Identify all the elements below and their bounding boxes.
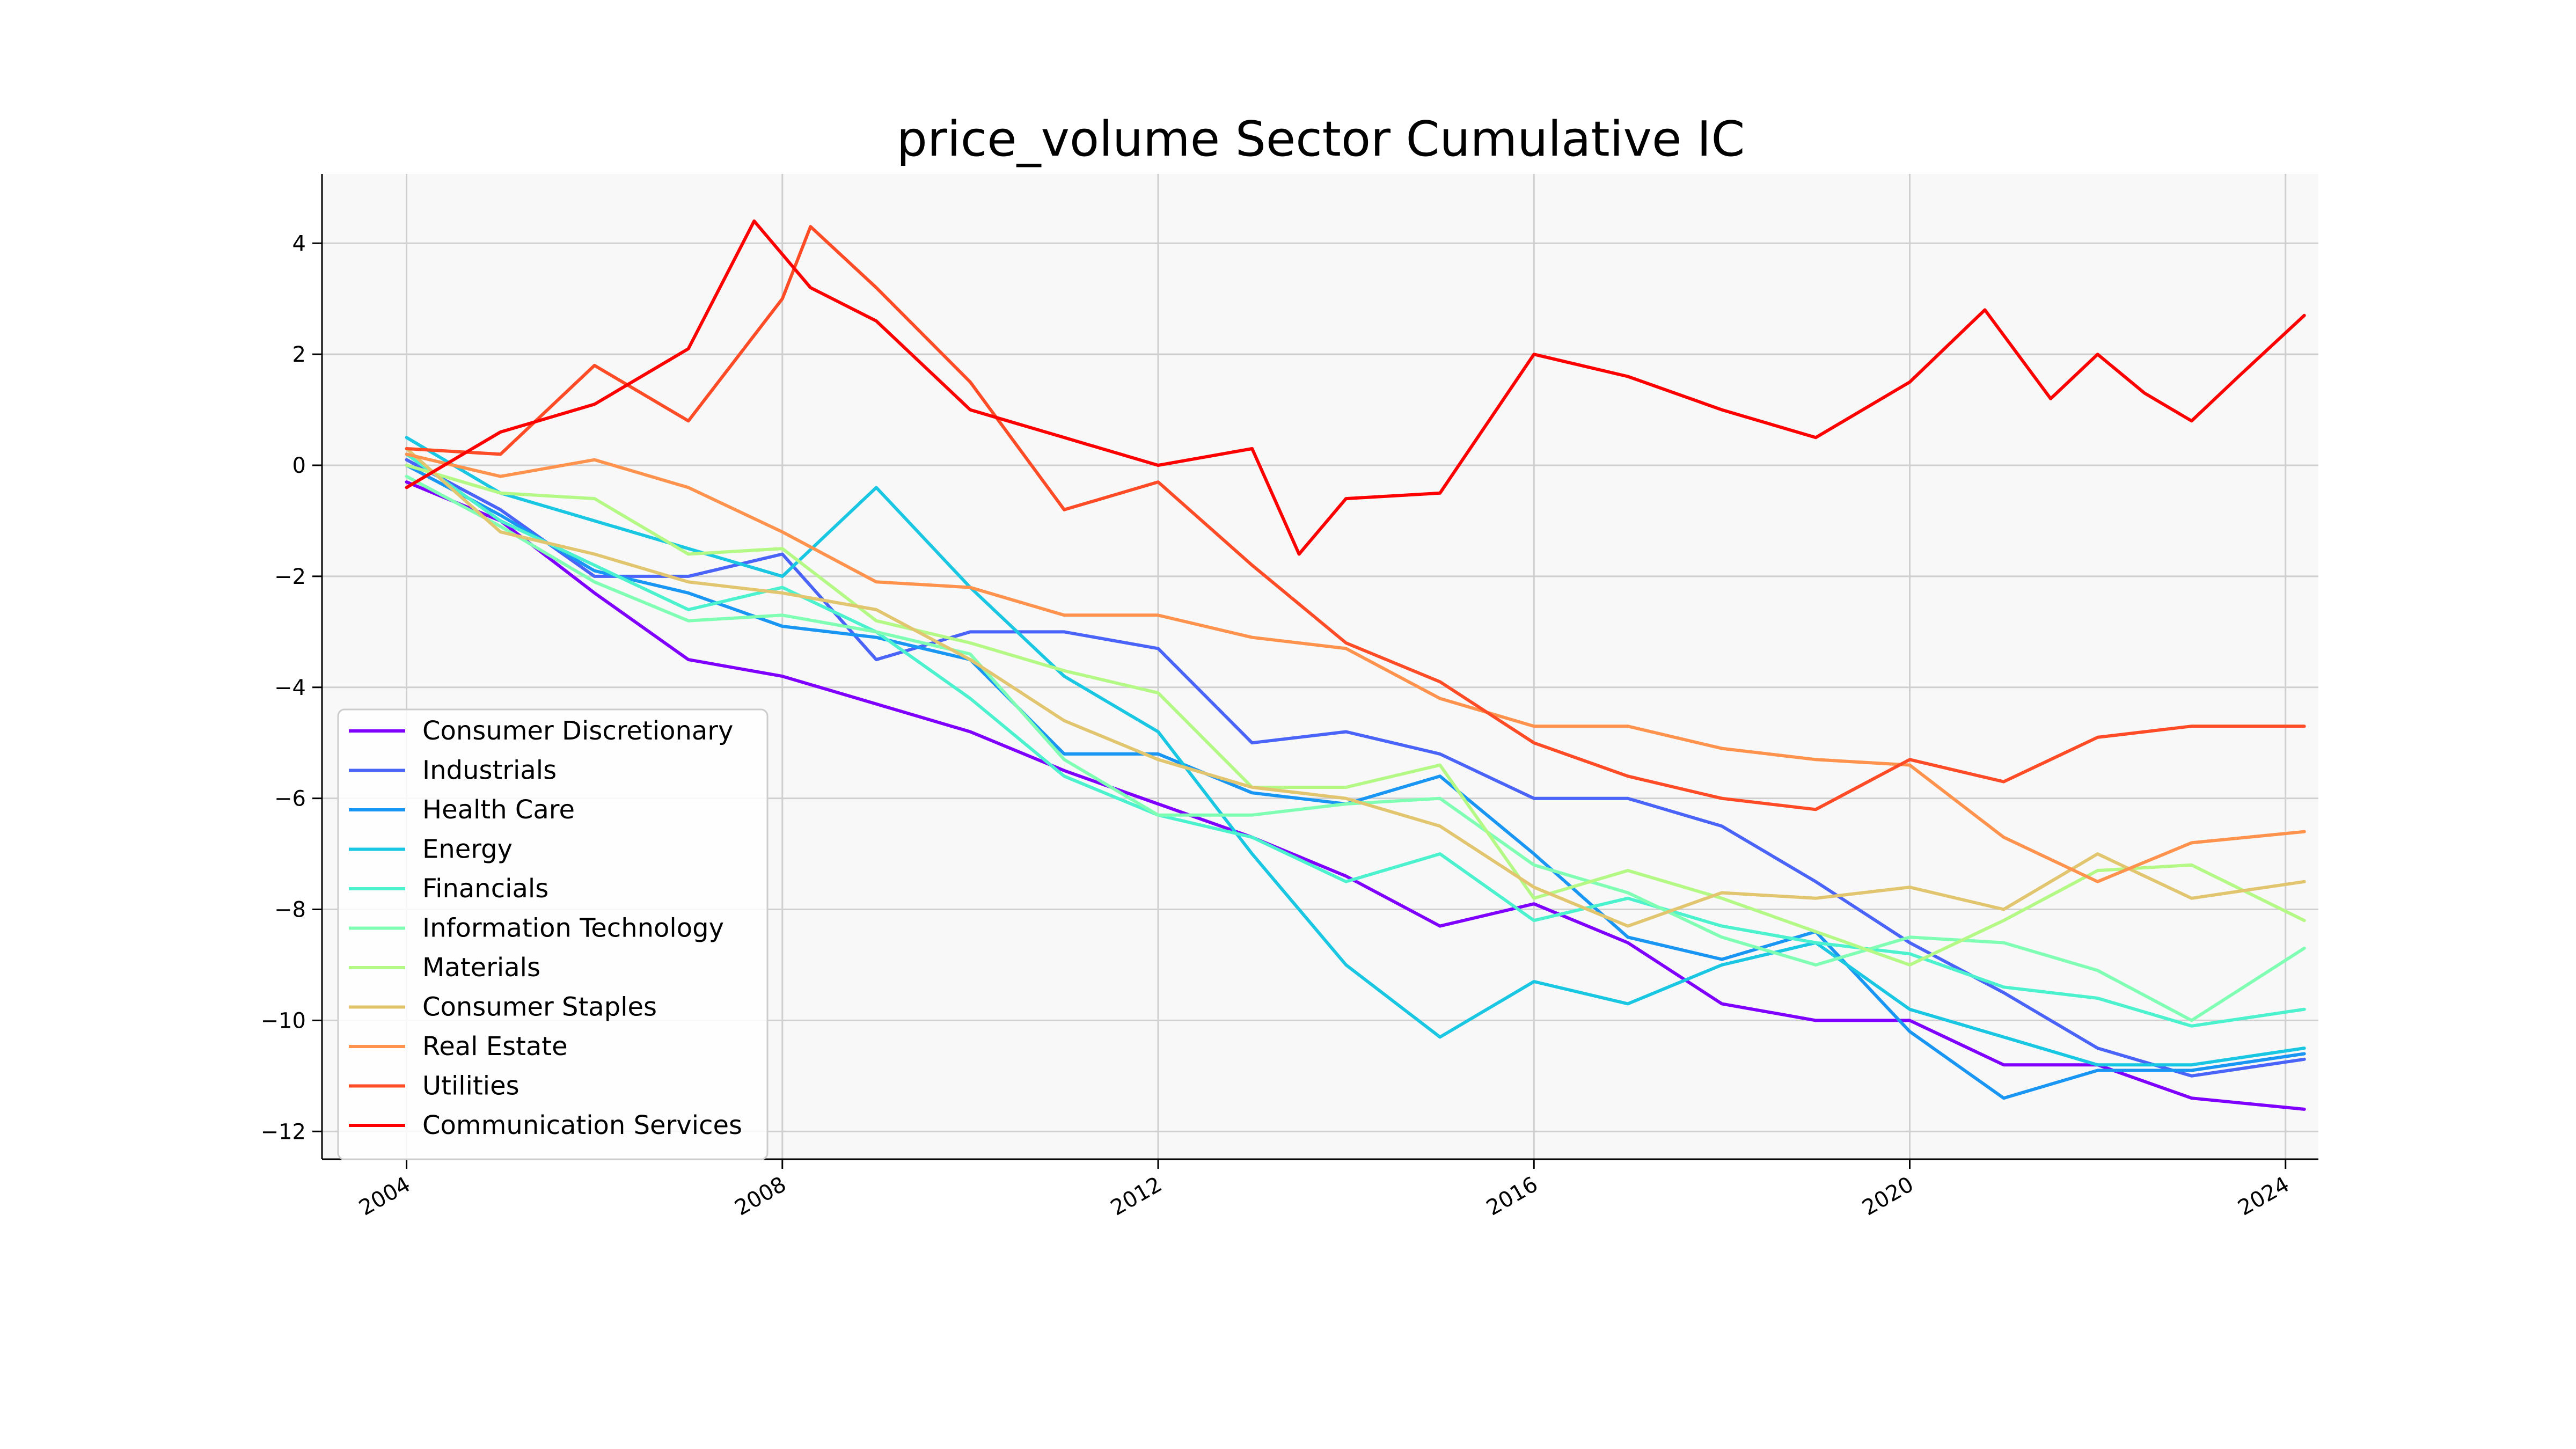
series-line: [405, 447, 2306, 928]
chart-title: price_volume Sector Cumulative IC: [897, 111, 1745, 167]
series-line: [405, 452, 2306, 1028]
legend-label: Materials: [422, 953, 540, 983]
series-lines: [405, 219, 2306, 1111]
y-tick-label: −6: [274, 787, 306, 811]
legend-label: Consumer Staples: [422, 992, 657, 1022]
series-line: [405, 464, 2306, 967]
legend-label: Financials: [422, 874, 548, 904]
legend-label: Communication Services: [422, 1110, 742, 1140]
legend-label: Real Estate: [422, 1031, 568, 1062]
legend-label: Industrials: [422, 756, 557, 786]
y-tick-label: −2: [274, 565, 306, 589]
y-tick-label: 0: [292, 453, 306, 478]
series-line: [405, 219, 2306, 556]
y-tick-label: −10: [261, 1008, 306, 1033]
y-tick-label: 4: [292, 231, 306, 256]
legend-label: Information Technology: [422, 913, 724, 943]
series-line: [405, 225, 2306, 811]
series-line: [405, 452, 2306, 883]
y-tick-label: −4: [274, 676, 306, 700]
legend-label: Energy: [422, 835, 513, 865]
y-tick-label: −12: [261, 1119, 306, 1144]
legend-label: Health Care: [422, 795, 575, 825]
legend-label: Consumer Discretionary: [422, 716, 733, 746]
series-line: [405, 480, 2306, 1111]
y-tick-label: 2: [292, 342, 306, 367]
legend-label: Utilities: [422, 1071, 519, 1101]
series-line: [405, 474, 2306, 1022]
legend-box: [337, 708, 769, 1160]
legend: Consumer Discretionary Industrials Health …: [337, 708, 769, 1160]
y-tick-label: −8: [274, 898, 306, 923]
series-line: [405, 436, 2306, 1067]
